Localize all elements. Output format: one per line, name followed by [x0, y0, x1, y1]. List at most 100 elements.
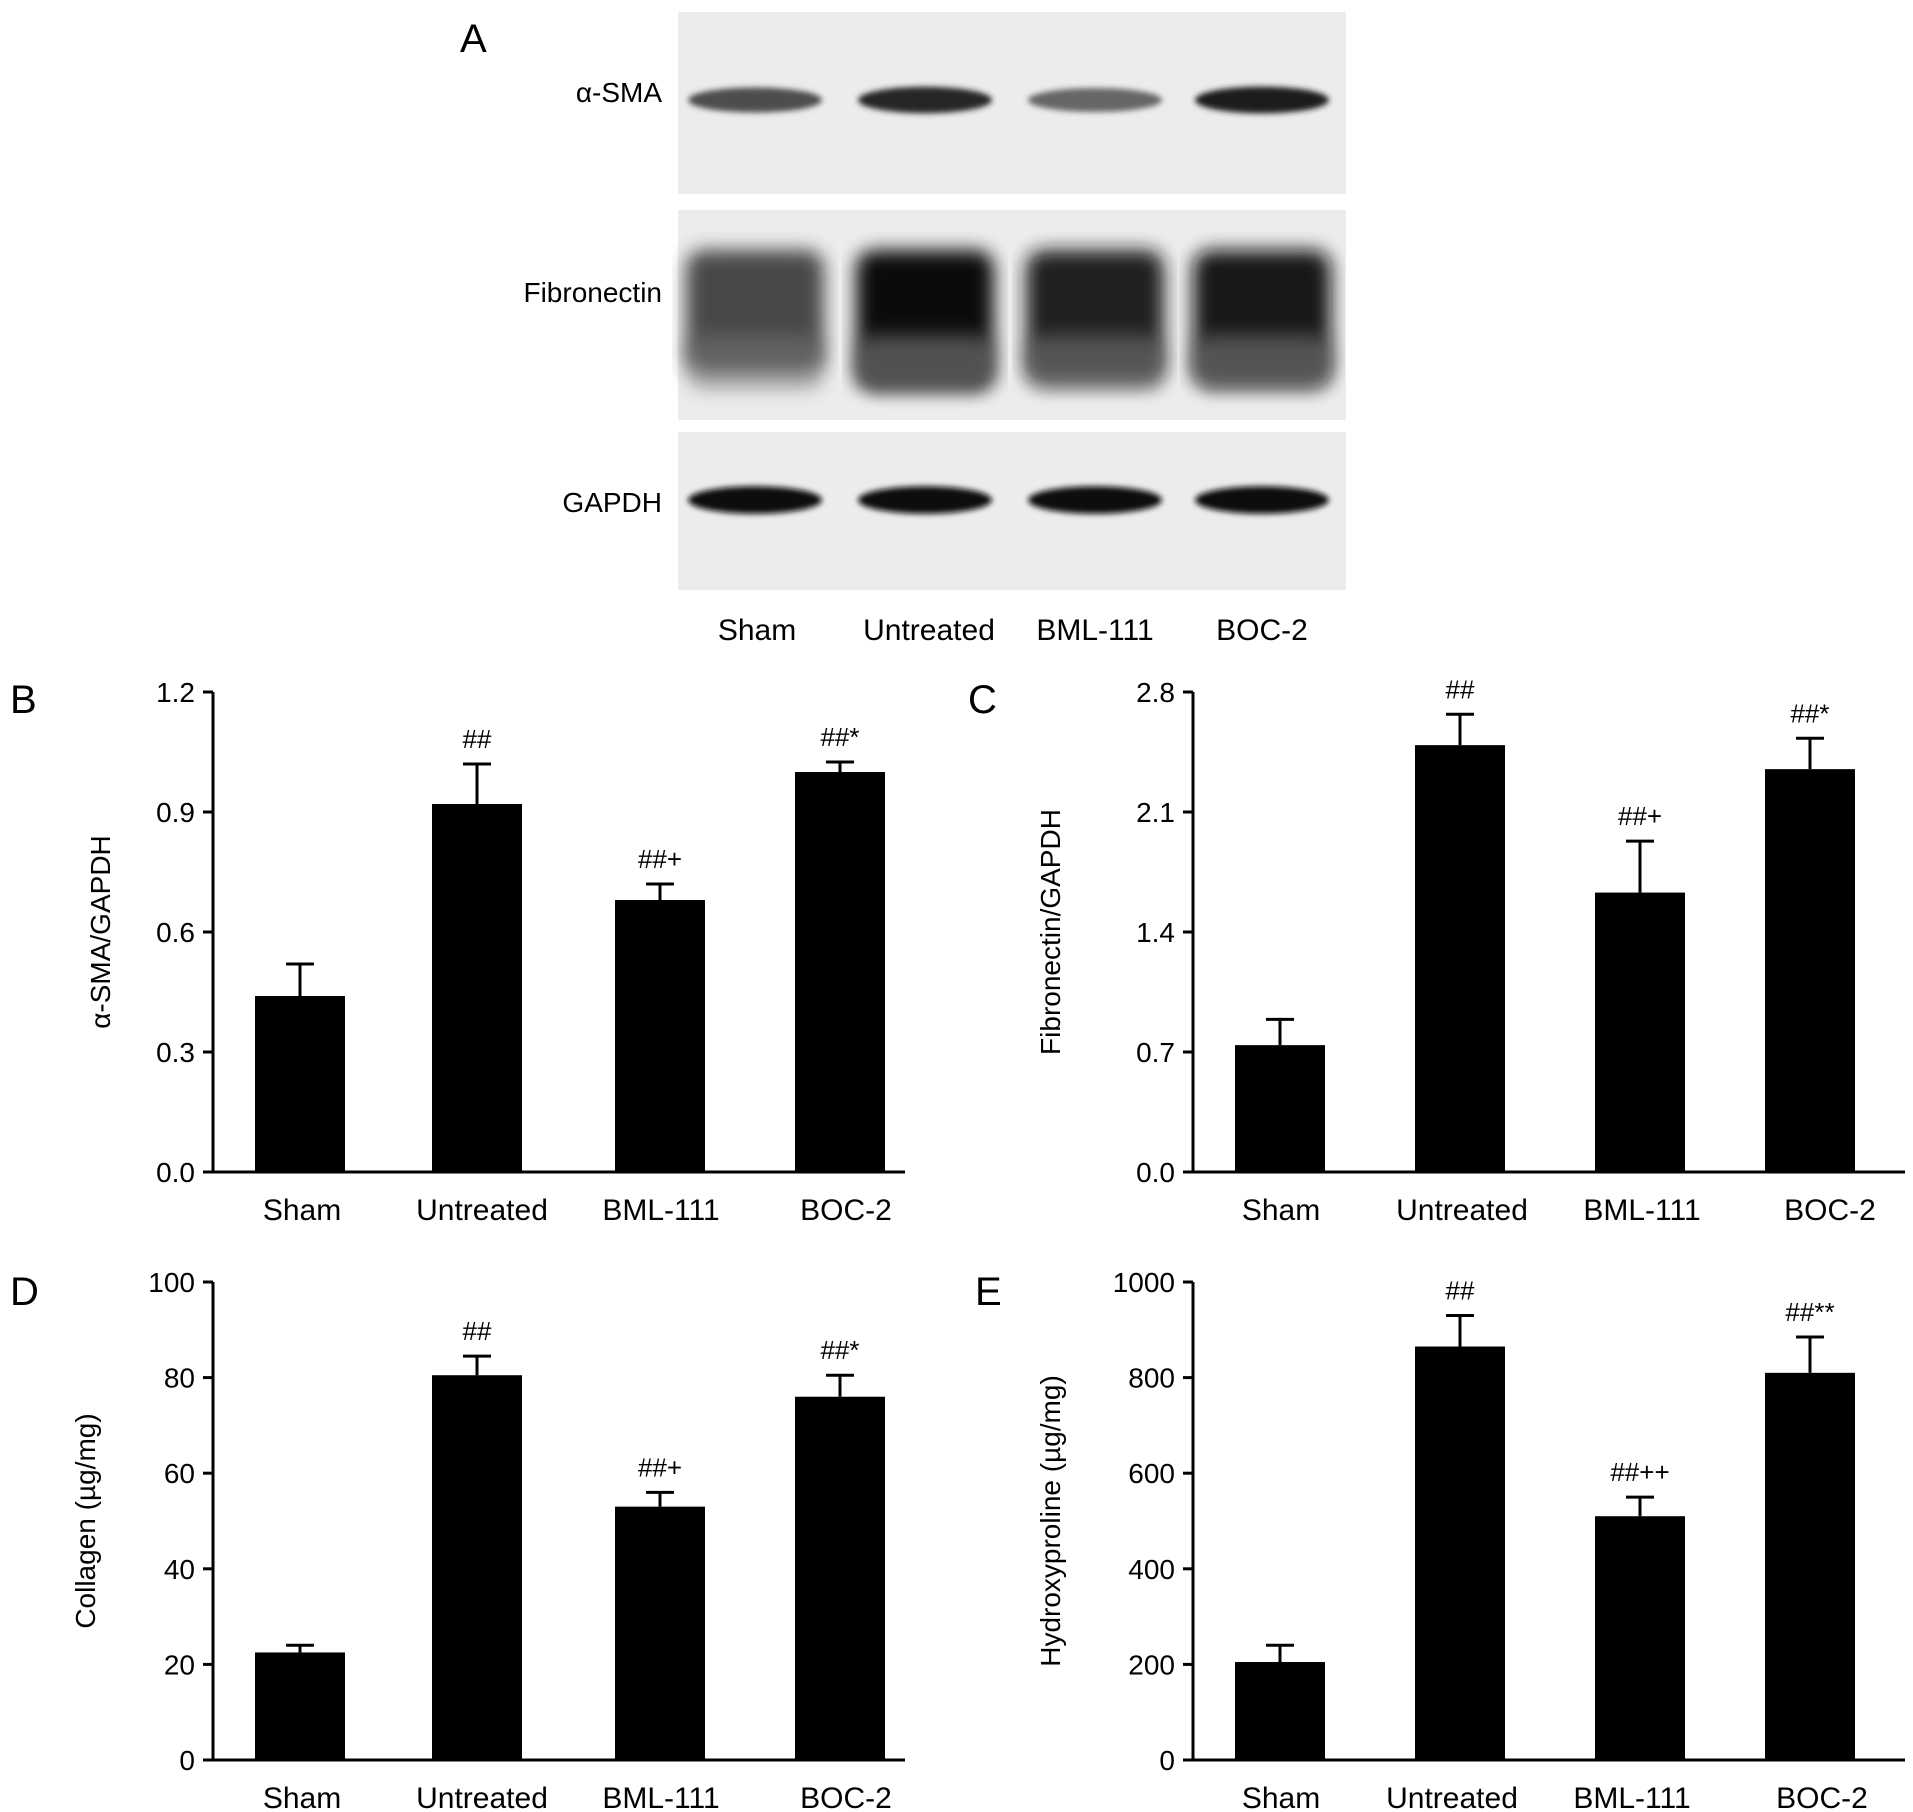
y-tick-label: 0	[1159, 1745, 1175, 1776]
bar	[255, 996, 345, 1172]
x-tick-label: Untreated	[416, 1194, 548, 1227]
panel-label-A: A	[460, 17, 487, 61]
bar	[615, 1506, 705, 1760]
bar	[1765, 769, 1855, 1172]
blot-lane-label: BOC-2	[1216, 614, 1308, 647]
significance-label: ##	[463, 1316, 492, 1346]
x-tick-label: Untreated	[1386, 1782, 1518, 1812]
y-tick-label: 60	[164, 1458, 195, 1489]
x-tick-label: BML-111	[1573, 1782, 1690, 1812]
bar	[432, 804, 522, 1172]
y-tick-label: 20	[164, 1649, 195, 1680]
x-tick-label: Untreated	[416, 1782, 548, 1812]
significance-label: ##	[1446, 674, 1475, 704]
y-tick-label: 0.9	[156, 797, 195, 828]
significance-label: ##+	[638, 844, 682, 874]
bar	[255, 1652, 345, 1760]
bar	[615, 900, 705, 1172]
y-axis-label: Hydroxyproline (µg/mg)	[1035, 1375, 1066, 1667]
significance-label: ##	[1446, 1275, 1475, 1305]
chart-panel-E: E 0 200 400 600 800 1000 Hydroxyproline (µg/mg)…	[975, 1267, 1905, 1812]
x-tick-label: BOC-2	[800, 1194, 892, 1227]
panel-label-E: E	[975, 1270, 1002, 1314]
x-tick-label: BML-111	[602, 1194, 719, 1227]
panel-label-C: C	[968, 678, 997, 722]
bar	[795, 772, 885, 1172]
bar	[432, 1375, 522, 1760]
chart-panel-D: D 0 20 40 60 80 100 Collagen (µg/mg) Sham ## Untre…	[10, 1267, 905, 1812]
y-tick-label: 1.2	[156, 677, 195, 708]
western-blot-panel: Aα-SMA Fibronectin GAPDH Sham Untreated BML-1…	[460, 12, 1346, 647]
bar	[1235, 1045, 1325, 1172]
significance-label: ##+	[638, 1452, 682, 1482]
blot-band	[688, 486, 822, 514]
y-axis-label: α-SMA/GAPDH	[85, 835, 116, 1029]
significance-label: ##	[463, 724, 492, 754]
bar	[1595, 1516, 1685, 1760]
blot-row-label: GAPDH	[562, 487, 662, 518]
y-tick-label: 0.3	[156, 1037, 195, 1068]
x-tick-label: Sham	[1242, 1782, 1320, 1812]
y-axis-label: Collagen (µg/mg)	[70, 1413, 101, 1628]
y-tick-label: 1000	[1113, 1267, 1175, 1298]
blot-smear	[1026, 335, 1164, 390]
blot-row: Fibronectin	[523, 210, 1346, 420]
x-tick-label: BOC-2	[1776, 1782, 1868, 1812]
bar-charts: B 0.0 0.3 0.6 0.9 1.2 α-SMA/GAPDH Sham ## Untreat…	[10, 674, 1905, 1812]
blot-smear	[856, 335, 994, 390]
significance-label: ##*	[820, 1335, 859, 1365]
panel-label-D: D	[10, 1270, 39, 1314]
y-tick-label: 600	[1128, 1458, 1175, 1489]
chart-panel-C: C 0.0 0.7 1.4 2.1 2.8 Fibronectin/GAPDH Sham ## U…	[968, 674, 1905, 1227]
y-tick-label: 2.1	[1136, 797, 1175, 828]
significance-label: ##++	[1610, 1457, 1669, 1487]
significance-label: ##*	[1790, 698, 1829, 728]
x-tick-label: Untreated	[1396, 1194, 1528, 1227]
y-tick-label: 100	[148, 1267, 195, 1298]
bar	[1415, 1346, 1505, 1760]
blot-band	[1028, 486, 1162, 514]
x-tick-label: BOC-2	[800, 1782, 892, 1812]
blot-lane-label: BML-111	[1036, 614, 1153, 647]
blot-row-label: Fibronectin	[523, 277, 662, 308]
y-axis-label: Fibronectin/GAPDH	[1035, 809, 1066, 1055]
blot-lane-label: Untreated	[863, 614, 995, 647]
y-tick-label: 200	[1128, 1649, 1175, 1680]
y-tick-label: 40	[164, 1554, 195, 1585]
x-tick-label: Sham	[1242, 1194, 1320, 1227]
significance-label: ##*	[820, 722, 859, 752]
y-tick-label: 0.6	[156, 917, 195, 948]
x-tick-label: BML-111	[602, 1782, 719, 1812]
x-tick-label: BML-111	[1583, 1194, 1700, 1227]
y-tick-label: 80	[164, 1363, 195, 1394]
y-tick-label: 1.4	[1136, 917, 1175, 948]
blot-band	[858, 486, 992, 514]
y-tick-label: 0.0	[1136, 1157, 1175, 1188]
bar	[1595, 892, 1685, 1172]
x-tick-label: BOC-2	[1784, 1194, 1876, 1227]
bar	[1235, 1662, 1325, 1760]
y-tick-label: 0.0	[156, 1157, 195, 1188]
chart-panel-B: B 0.0 0.3 0.6 0.9 1.2 α-SMA/GAPDH Sham ## Untreat…	[10, 677, 905, 1227]
x-tick-label: Sham	[263, 1194, 341, 1227]
blot-smear	[1193, 335, 1331, 390]
blot-band	[1028, 88, 1162, 112]
y-tick-label: 0.7	[1136, 1037, 1175, 1068]
y-tick-label: 400	[1128, 1554, 1175, 1585]
blot-band	[1195, 486, 1329, 514]
y-tick-label: 2.8	[1136, 677, 1175, 708]
blot-row: GAPDH	[562, 432, 1346, 590]
y-tick-label: 800	[1128, 1363, 1175, 1394]
blot-smear	[686, 335, 824, 390]
blot-band	[1195, 86, 1329, 114]
bar	[1765, 1372, 1855, 1760]
y-tick-label: 0	[179, 1745, 195, 1776]
significance-label: ##+	[1618, 801, 1662, 831]
bar	[1415, 745, 1505, 1172]
panel-label-B: B	[10, 678, 37, 722]
x-tick-label: Sham	[263, 1782, 341, 1812]
significance-label: ##**	[1785, 1297, 1834, 1327]
blot-row-label: α-SMA	[576, 77, 663, 108]
blot-band	[688, 87, 822, 113]
blot-row: α-SMA	[576, 12, 1346, 194]
